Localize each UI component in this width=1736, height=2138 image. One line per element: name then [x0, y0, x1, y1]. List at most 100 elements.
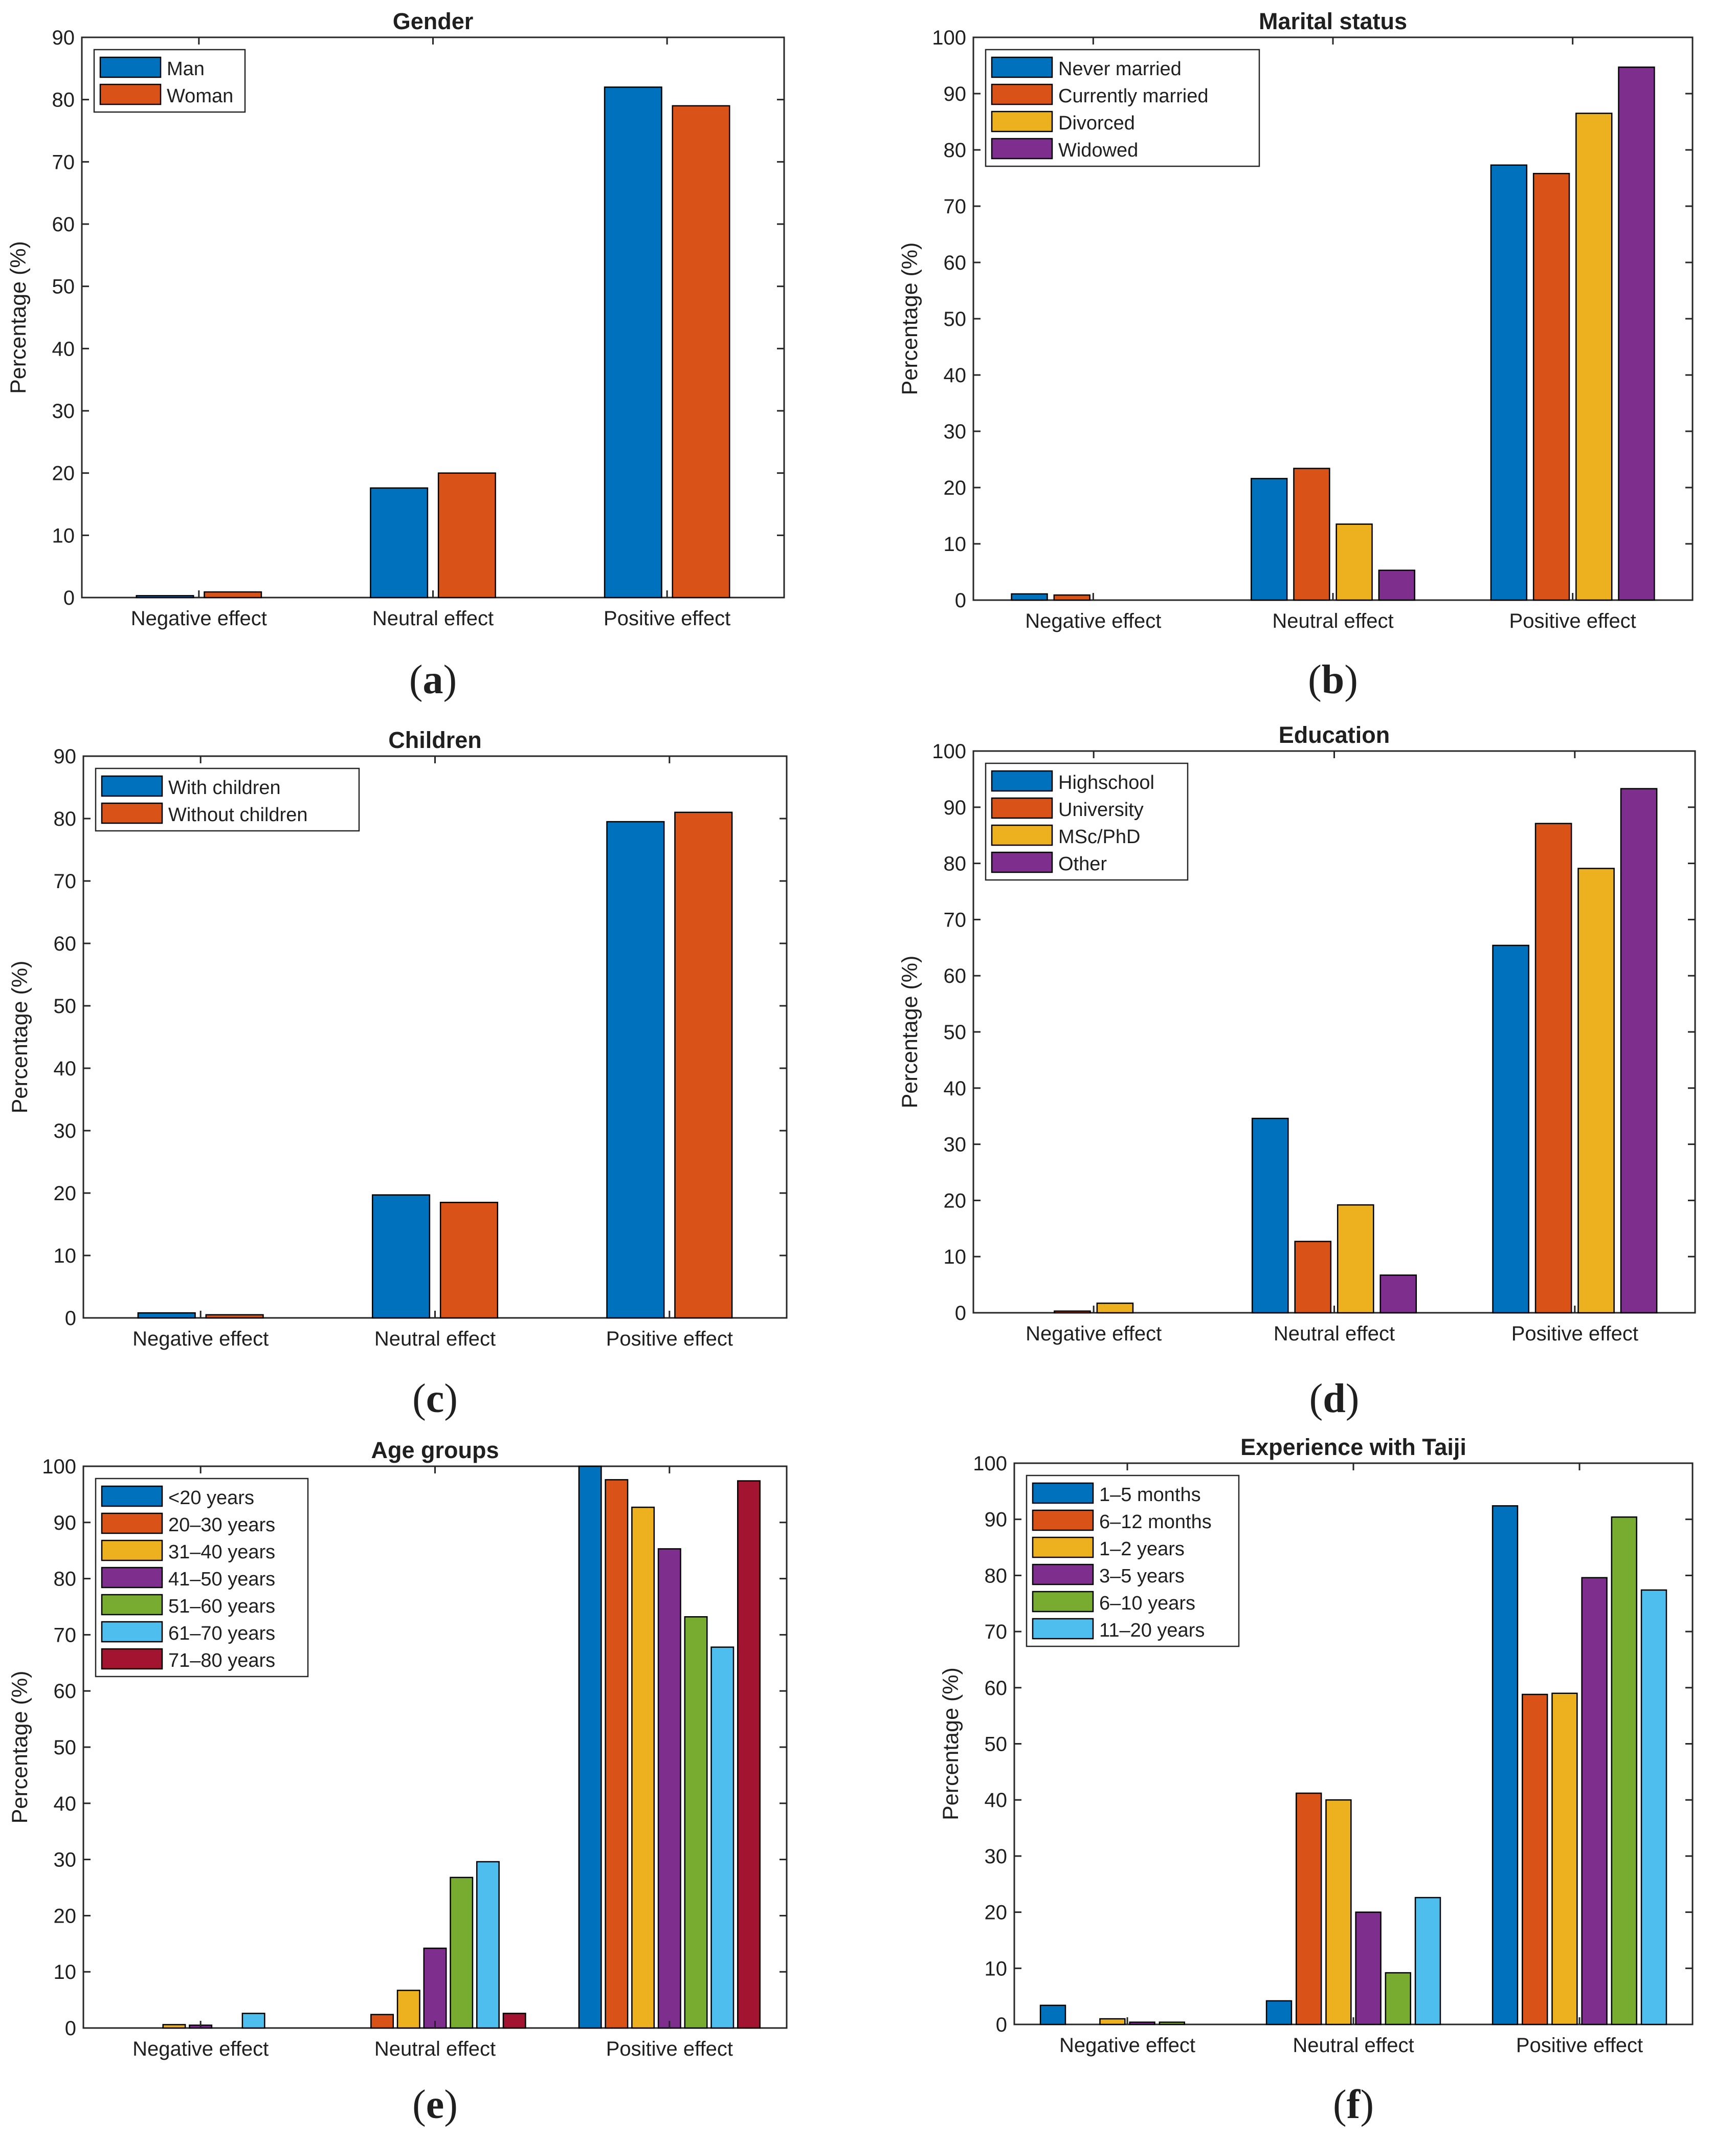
- bar-c-1-0: [205, 1314, 264, 1319]
- y-tick-label: 20: [944, 477, 967, 499]
- legend-swatch: [101, 1485, 163, 1507]
- y-tick-label: 60: [54, 1680, 77, 1703]
- bar-f-3-2: [1581, 1577, 1608, 2025]
- bar-d-2-0: [1096, 1303, 1134, 1314]
- bar-f-0-1: [1265, 2000, 1293, 2025]
- legend-swatch: [991, 851, 1053, 873]
- bar-f-2-0: [1099, 2018, 1126, 2025]
- panel-caption: (e): [412, 2082, 458, 2127]
- legend-swatch: [101, 1539, 163, 1561]
- bar-d-3-2: [1620, 788, 1658, 1314]
- bar-e-6-2: [737, 1480, 761, 2029]
- legend-label: 6–10 years: [1099, 1593, 1195, 1614]
- chart-title: Education: [1279, 722, 1390, 748]
- y-tick-label: 30: [54, 1849, 77, 1871]
- bar-a-0-2: [604, 86, 662, 599]
- legend-swatch: [991, 770, 1053, 792]
- y-tick-label: 30: [944, 421, 967, 443]
- y-tick-label: 90: [944, 83, 967, 105]
- bar-e-6-1: [502, 2013, 526, 2029]
- legend-swatch: [101, 1567, 163, 1589]
- axes-box: [81, 36, 785, 599]
- chart-title: Age groups: [371, 1437, 499, 1463]
- bar-e-5-0: [241, 2013, 265, 2029]
- bar-f-5-2: [1640, 1589, 1667, 2025]
- y-tick-label: 50: [54, 1736, 77, 1759]
- x-tick-label: Neutral effect: [374, 1328, 496, 1350]
- bar-e-2-1: [396, 1990, 420, 2029]
- bar-f-1-1: [1296, 1792, 1322, 2025]
- bar-d-1-1: [1294, 1241, 1332, 1314]
- bar-a-0-0: [136, 595, 194, 599]
- x-tick-label: Negative effect: [1025, 610, 1161, 632]
- y-tick-label: 10: [52, 524, 75, 547]
- y-tick-label: 50: [54, 995, 77, 1018]
- legend-swatch: [1032, 1591, 1094, 1613]
- bar-e-1-2: [605, 1479, 629, 2029]
- bar-b-3-1: [1378, 569, 1415, 601]
- legend-swatch: [101, 1594, 163, 1616]
- bar-e-4-1: [450, 1877, 474, 2029]
- y-tick-label: 40: [985, 1789, 1008, 1812]
- legend-swatch: [991, 824, 1053, 846]
- chart-f: 0 10 20 30 40 50 60 70 80 90 100 Negative effect Neu…: [939, 1434, 1694, 2127]
- x-tick-label: Positive effect: [604, 607, 730, 630]
- y-tick-label: 0: [955, 1302, 966, 1325]
- y-tick-label: 70: [54, 1624, 77, 1646]
- y-tick-label: 20: [985, 1902, 1008, 1924]
- y-tick-label: 30: [944, 1134, 967, 1156]
- x-tick-label: Positive effect: [1516, 2034, 1643, 2057]
- bar-b-2-2: [1575, 113, 1613, 601]
- bar-d-0-1: [1251, 1117, 1289, 1314]
- bar-e-3-2: [657, 1548, 681, 2029]
- y-tick-label: 60: [52, 213, 75, 236]
- bar-f-0-0: [1039, 2004, 1066, 2025]
- bar-c-1-1: [439, 1202, 499, 1319]
- legend-label: 61–70 years: [168, 1623, 275, 1644]
- x-tick-label: Neutral effect: [1274, 1323, 1395, 1345]
- x-tick-label: Negative effect: [131, 607, 267, 630]
- y-tick-label: 30: [52, 400, 75, 423]
- y-tick-label: 90: [944, 797, 967, 819]
- x-tick-label: Negative effect: [1026, 1323, 1162, 1345]
- y-tick-label: 90: [52, 27, 75, 49]
- y-tick-label: 60: [54, 933, 77, 955]
- legend-label: Man: [167, 58, 205, 80]
- legend-swatch: [991, 56, 1053, 78]
- x-tick-label: Negative effect: [1059, 2034, 1195, 2057]
- chart-title: Experience with Taiji: [1240, 1434, 1466, 1460]
- y-tick-label: 80: [944, 139, 967, 162]
- legend-label: Other: [1058, 853, 1107, 875]
- legend-label: University: [1058, 799, 1144, 821]
- y-tick-label: 80: [54, 1568, 77, 1591]
- y-tick-label: 50: [944, 308, 967, 330]
- bar-b-0-0: [1011, 593, 1048, 601]
- legend-swatch: [991, 111, 1053, 133]
- bar-b-1-2: [1532, 172, 1570, 601]
- chart-a: 0 10 20 30 40 50 60 70 80 90 Negative effect Neutra…: [6, 8, 785, 702]
- legend-label: Never married: [1058, 58, 1182, 80]
- bar-f-4-2: [1611, 1516, 1637, 2025]
- legend-label: 6–12 months: [1099, 1511, 1212, 1533]
- bar-a-1-2: [672, 105, 730, 599]
- legend-label: 71–80 years: [168, 1650, 275, 1671]
- y-tick-label: 20: [54, 1182, 77, 1205]
- y-axis-label: Percentage (%): [898, 243, 922, 395]
- x-tick-label: Neutral effect: [374, 2038, 496, 2060]
- panel-caption: (d): [1309, 1376, 1360, 1421]
- y-tick-label: 40: [54, 1057, 77, 1080]
- y-tick-label: 20: [52, 462, 75, 485]
- y-tick-label: 80: [944, 853, 967, 875]
- y-axis-label: Percentage (%): [8, 1671, 32, 1824]
- legend-label: Currently married: [1058, 85, 1209, 107]
- bar-b-0-1: [1251, 478, 1288, 601]
- y-tick-label: 40: [944, 364, 967, 387]
- panel-caption: (f): [1333, 2082, 1374, 2127]
- y-tick-label: 30: [54, 1120, 77, 1142]
- bar-b-2-1: [1336, 523, 1373, 601]
- chart-c: 0 10 20 30 40 50 60 70 80 90 Negative effect Neutra…: [8, 727, 788, 1421]
- y-tick-label: 10: [985, 1957, 1008, 1980]
- y-tick-label: 30: [985, 1845, 1008, 1868]
- legend-label: Woman: [167, 85, 233, 107]
